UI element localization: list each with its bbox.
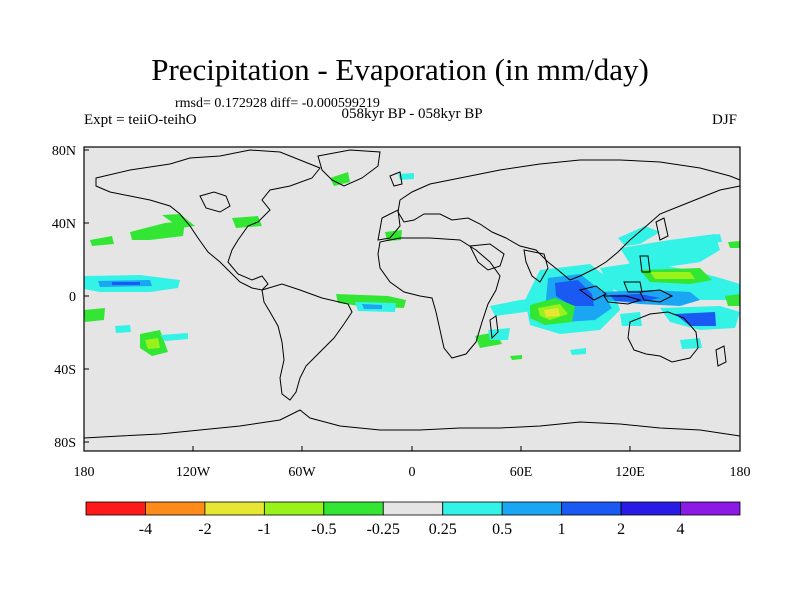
colorbar-label: 2 [617, 521, 626, 538]
y-tick-label: 80N [52, 144, 76, 159]
colorbar-box [442, 501, 503, 516]
x-tick-label: 60W [288, 465, 316, 480]
colorbar-box [263, 501, 325, 516]
y-tick-label: 80S [54, 436, 76, 451]
y-tick-label: 0 [69, 290, 76, 305]
colorbar [85, 501, 741, 516]
colorbar-label: 1 [557, 521, 566, 538]
colorbar-box [620, 501, 681, 516]
colorbar-box [501, 501, 563, 516]
y-tick-label: 40N [52, 217, 76, 232]
colorbar-label: -0.25 [366, 521, 400, 538]
colorbar-box [204, 501, 265, 516]
colorbar-label: -2 [198, 521, 212, 538]
anomaly-patches [84, 172, 740, 360]
page-title: Precipitation - Evaporation (in mm/day) [151, 52, 649, 87]
y-tick-label: 40S [54, 363, 76, 378]
season-label: DJF [712, 112, 738, 128]
colorbar-label: 0.25 [428, 521, 457, 538]
coastlines [83, 149, 741, 439]
colorbar-box [145, 501, 206, 516]
experiment-label: Expt = teiiO-teihO [84, 112, 197, 128]
x-tick-label: 60E [510, 465, 533, 480]
x-tick-label: 180 [74, 465, 95, 480]
x-tick-label: 180 [730, 465, 751, 480]
x-tick-label: 120E [615, 465, 645, 480]
x-tick-label: 0 [409, 465, 416, 480]
colorbar-box [323, 501, 384, 516]
colorbar-label: -4 [138, 521, 153, 538]
colorbar-label: 0.5 [492, 521, 513, 538]
colorbar-label: -1 [257, 521, 272, 538]
colorbar-box [561, 501, 622, 516]
colorbar-label: -0.5 [311, 521, 337, 538]
colorbar-label: 4 [676, 521, 685, 538]
axis-ticks [83, 149, 741, 451]
x-tick-label: 120W [176, 465, 211, 480]
colorbar-box [382, 501, 444, 516]
stats-line: rmsd= 0.172928 diff= -0.000599219 [175, 96, 380, 111]
colorbar-box [85, 501, 146, 516]
colorbar-box [680, 501, 741, 516]
subtitle: 058kyr BP - 058kyr BP [341, 106, 483, 122]
